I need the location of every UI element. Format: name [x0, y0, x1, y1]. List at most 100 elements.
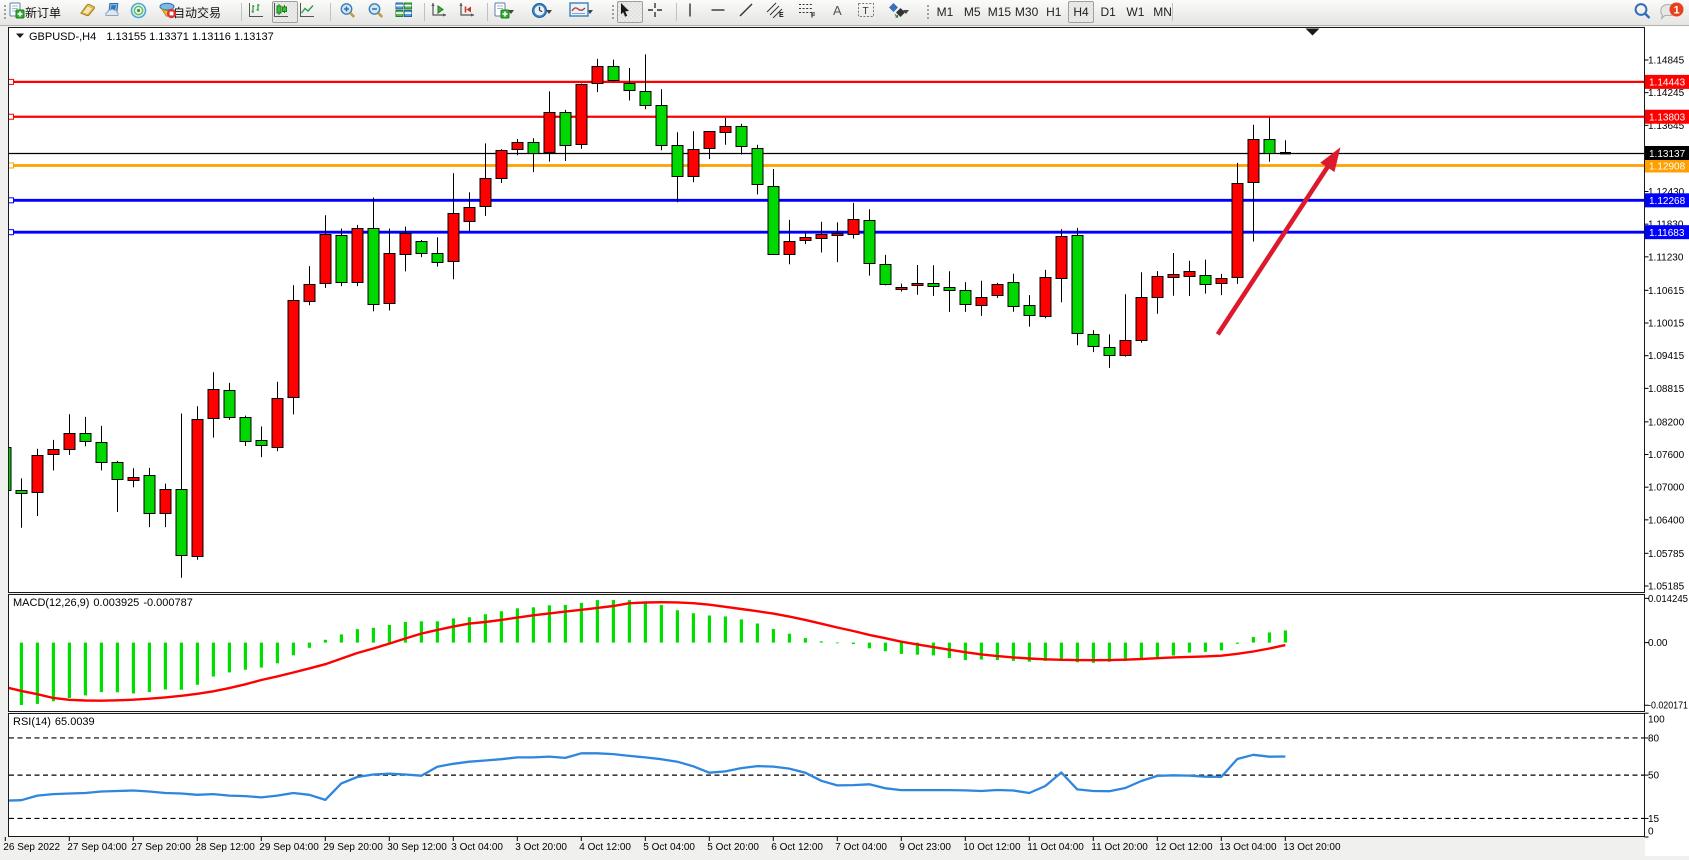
- timeframe-button-MN[interactable]: MN: [1150, 1, 1176, 23]
- chart-candles-button[interactable]: [272, 1, 298, 23]
- time-axis-label[interactable]: 5 Oct 20:00: [707, 842, 759, 853]
- cursor-button[interactable]: [617, 1, 643, 23]
- candle-body-up: [687, 149, 700, 177]
- tile-windows-button[interactable]: [394, 1, 420, 23]
- annotations-layer[interactable]: [1215, 28, 1341, 336]
- time-axis-label[interactable]: 5 Oct 04:00: [643, 842, 695, 853]
- chart-shift-button[interactable]: [457, 1, 484, 23]
- mql5-community-button[interactable]: [103, 1, 129, 23]
- horizontal-line-tool-button[interactable]: [709, 1, 735, 23]
- trend-arrow-head[interactable]: [1320, 147, 1341, 173]
- candle-body-down: [95, 442, 108, 463]
- timeframe-button-H1[interactable]: H1: [1041, 1, 1067, 23]
- macd-histogram-bar: [1043, 642, 1047, 661]
- periods-button[interactable]: [530, 1, 564, 23]
- timeframe-label: M30: [1014, 5, 1039, 19]
- zoom-out-button[interactable]: [366, 1, 392, 23]
- candle-body-down: [1007, 282, 1020, 307]
- candle-body-up: [63, 433, 76, 450]
- time-axis-label[interactable]: 3 Oct 20:00: [515, 842, 567, 853]
- timeframe-label: H1: [1046, 5, 1062, 19]
- price-chart-window[interactable]: [8, 27, 1645, 593]
- text-label-tool-button[interactable]: T: [856, 1, 884, 23]
- time-axis-label[interactable]: 30 Sep 12:00: [387, 842, 447, 853]
- macd-histogram-bar: [435, 621, 439, 643]
- macd-histogram-bar: [451, 618, 455, 643]
- trend-arrow-shaft[interactable]: [1215, 162, 1332, 336]
- time-axis-label[interactable]: 27 Sep 04:00: [67, 842, 127, 853]
- notifications-button[interactable]: 1: [1658, 1, 1686, 23]
- chart-line-button[interactable]: [298, 1, 324, 23]
- price-badge: [1645, 109, 1689, 124]
- macd-histogram-bar: [1235, 642, 1239, 644]
- timeframe-button-D1[interactable]: D1: [1095, 1, 1121, 23]
- time-axis-label[interactable]: 13 Oct 20:00: [1283, 842, 1341, 853]
- candle-body-up: [703, 131, 716, 149]
- toolbar-separator: [676, 3, 677, 21]
- timeframe-button-W1[interactable]: W1: [1122, 1, 1148, 23]
- timeframe-button-M15[interactable]: M15: [986, 1, 1012, 23]
- auto-scroll-button[interactable]: [429, 1, 456, 23]
- zoom-in-button[interactable]: [338, 1, 364, 23]
- time-axis-layer[interactable]: 26 Sep 2022 27 Sep 04:00 27 Sep 20:00 28 Se…: [3, 837, 1341, 853]
- time-axis-label[interactable]: 11 Oct 04:00: [1027, 842, 1084, 853]
- price-badge: [1645, 158, 1689, 173]
- time-axis-label[interactable]: 6 Oct 12:00: [771, 842, 823, 853]
- arrows-tool-button[interactable]: [887, 1, 921, 23]
- time-axis-label[interactable]: 4 Oct 12:00: [579, 842, 631, 853]
- new-order-button[interactable]: 新订单: [7, 1, 75, 23]
- candle-body-up: [895, 287, 908, 290]
- fibonacci-tool-button[interactable]: F: [797, 1, 826, 23]
- macd-histogram-bar: [1091, 642, 1095, 663]
- search-button[interactable]: [1632, 1, 1658, 23]
- symbol-dropdown-arrow[interactable]: [16, 33, 24, 39]
- time-axis-label[interactable]: 13 Oct 04:00: [1219, 842, 1277, 853]
- macd-histogram-bar: [371, 627, 375, 643]
- horizontal-line-icon: [711, 9, 725, 11]
- chart-shift-marker[interactable]: [1305, 28, 1320, 36]
- rsi-plot-area: [9, 737, 1644, 820]
- macd-histogram-bar: [1155, 642, 1159, 658]
- horizontal-lines-layer[interactable]: [9, 78, 1645, 236]
- time-axis-label[interactable]: 9 Oct 23:00: [899, 842, 951, 853]
- indicators-button[interactable]: [492, 1, 526, 23]
- arrows-dropdown-arrow: [902, 10, 909, 14]
- crosshair-button[interactable]: [646, 1, 672, 23]
- templates-button[interactable]: [568, 1, 608, 23]
- toolbar-drag-handle[interactable]: [925, 3, 930, 21]
- toolbar-drag-handle[interactable]: [2, 3, 7, 21]
- macd-histogram-bar: [131, 642, 135, 694]
- timeframe-button-H4[interactable]: H4: [1068, 1, 1094, 23]
- time-axis-label[interactable]: 7 Oct 04:00: [835, 842, 887, 853]
- time-axis-label[interactable]: 12 Oct 12:00: [1155, 842, 1213, 853]
- vertical-line-tool-button[interactable]: [681, 1, 707, 23]
- autotrading-button[interactable]: 自动交易: [157, 1, 233, 23]
- toolbar: 新订单 自动交易: [0, 0, 1689, 26]
- text-tool-button[interactable]: A: [829, 1, 855, 23]
- macd-histogram-bar: [643, 601, 647, 643]
- time-axis-label[interactable]: 11 Oct 20:00: [1091, 842, 1148, 853]
- time-axis-label[interactable]: 28 Sep 12:00: [195, 842, 255, 853]
- macd-histogram-bar: [307, 642, 311, 648]
- timeframe-button-M5[interactable]: M5: [959, 1, 985, 23]
- candle-body-up: [1055, 236, 1068, 279]
- time-axis-label[interactable]: 29 Sep 20:00: [323, 842, 383, 853]
- timeframe-button-M30[interactable]: M30: [1014, 1, 1040, 23]
- timeframe-button-M1[interactable]: M1: [932, 1, 958, 23]
- toolbar-separator: [424, 3, 425, 21]
- time-axis-label[interactable]: 3 Oct 04:00: [451, 842, 503, 853]
- time-axis-label[interactable]: 27 Sep 20:00: [131, 842, 191, 853]
- trendline-tool-button[interactable]: [737, 1, 763, 23]
- macd-histogram-bar: [723, 616, 727, 643]
- time-axis-label[interactable]: 10 Oct 12:00: [963, 842, 1021, 853]
- toolbar-drag-handle[interactable]: [610, 3, 615, 21]
- candle-body-down: [879, 264, 892, 285]
- signals-button[interactable]: [129, 1, 155, 23]
- time-axis-label[interactable]: 29 Sep 04:00: [259, 842, 319, 853]
- macd-window[interactable]: [8, 594, 1645, 712]
- market-watch-button[interactable]: [78, 1, 104, 23]
- chart-bars-button[interactable]: [247, 1, 273, 23]
- time-axis-label[interactable]: 26 Sep 2022: [3, 842, 60, 853]
- macd-histogram-bar: [835, 642, 839, 644]
- equidistant-channel-tool-button[interactable]: E: [765, 1, 794, 23]
